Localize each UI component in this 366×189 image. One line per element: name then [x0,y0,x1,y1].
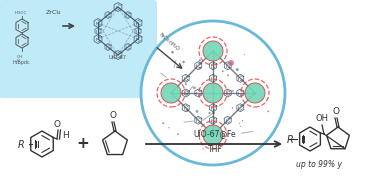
Text: FeCl₃·nH₂O: FeCl₃·nH₂O [158,32,180,52]
Circle shape [213,112,215,114]
Circle shape [171,51,174,53]
Circle shape [203,41,223,61]
Text: THF: THF [208,145,223,154]
FancyBboxPatch shape [0,0,157,98]
Circle shape [199,67,201,69]
Circle shape [199,60,201,62]
Circle shape [232,107,233,109]
Circle shape [168,127,169,128]
Circle shape [239,123,240,124]
Text: R: R [18,140,25,150]
Circle shape [232,90,234,92]
Text: OH: OH [17,55,23,59]
Circle shape [267,111,269,112]
Text: up to 99% y: up to 99% y [296,160,342,169]
Circle shape [245,83,265,103]
Circle shape [186,110,188,112]
Circle shape [240,126,241,127]
Text: UiO-67@Fe: UiO-67@Fe [194,129,236,138]
Text: H₂bpdc: H₂bpdc [12,60,30,65]
Circle shape [182,61,185,63]
Text: O: O [109,111,116,120]
Circle shape [141,21,285,165]
Circle shape [203,125,223,145]
Circle shape [242,120,243,121]
Text: +: + [76,136,89,150]
Text: ZrCl₄: ZrCl₄ [46,10,62,15]
Circle shape [196,110,198,113]
Circle shape [228,60,234,66]
Text: H: H [62,132,69,140]
Text: OH: OH [316,114,329,123]
Text: O: O [332,107,340,116]
Circle shape [185,83,187,85]
Text: R: R [287,135,294,145]
Circle shape [244,54,245,55]
Circle shape [227,74,229,76]
Circle shape [187,79,188,81]
Circle shape [208,112,210,114]
Text: HOOC: HOOC [15,11,27,15]
Circle shape [161,83,181,103]
Circle shape [236,68,239,71]
Circle shape [222,70,224,72]
Circle shape [193,86,196,89]
Text: UiO-67: UiO-67 [109,55,127,60]
Circle shape [203,83,223,103]
Text: O: O [17,59,20,63]
Circle shape [202,148,204,150]
Circle shape [162,122,164,124]
Circle shape [177,133,179,135]
Text: O: O [54,120,61,129]
